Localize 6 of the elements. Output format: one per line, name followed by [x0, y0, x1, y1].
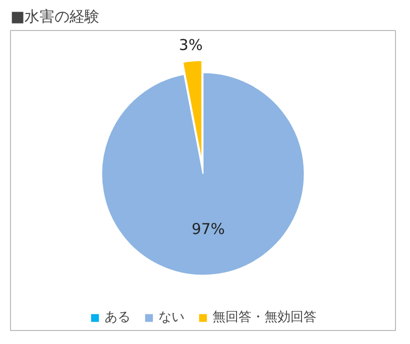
data-label: 3%: [178, 36, 203, 54]
legend-label: 無回答・無効回答: [212, 309, 316, 326]
legend-label: ない: [158, 309, 184, 326]
legend-label: ある: [104, 309, 130, 326]
data-label: 97%: [192, 220, 225, 238]
chart-title: ■水害の経験: [10, 8, 100, 26]
